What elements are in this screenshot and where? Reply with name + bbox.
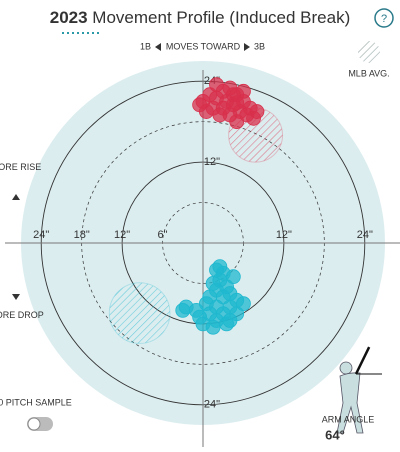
help-button[interactable] <box>374 8 394 28</box>
x-tick-label: 24" <box>357 229 373 241</box>
arrow-right <box>244 43 250 51</box>
direction-label: MOVES TOWARD <box>166 41 241 51</box>
arm-angle-line <box>354 346 371 375</box>
pitch-point <box>219 316 234 332</box>
rise-arrow <box>12 194 20 200</box>
y-tick-label: 24" <box>204 399 220 411</box>
mlb-average <box>108 282 171 344</box>
pitch-point <box>225 269 241 285</box>
x-tick-label: 6" <box>158 229 168 241</box>
x-tick-label: 12" <box>276 229 292 241</box>
x-tick-label: 24" <box>33 229 49 241</box>
year: 2023 <box>50 8 88 27</box>
legend-label: MLB AVG. <box>348 68 389 78</box>
pitch-point <box>229 95 245 111</box>
pitcher-figure <box>336 361 364 434</box>
pitch-point <box>192 97 208 113</box>
x-tick-label: 12" <box>114 229 130 241</box>
arrow-left <box>155 43 161 51</box>
title: Movement Profile (Induced Break) <box>92 8 350 27</box>
drop-arrow <box>12 294 20 300</box>
help-icon[interactable]: ? <box>381 13 387 25</box>
pitch-point <box>205 319 221 335</box>
arm-angle-label: ARM ANGLE <box>322 414 375 424</box>
pitch-point <box>175 303 191 318</box>
drop-label: MORE DROP <box>0 310 44 320</box>
toggle-label: 100 PITCH SAMPLE <box>0 397 72 407</box>
pitch-point <box>212 259 228 274</box>
legend-swatch <box>358 41 380 63</box>
rise-label: MORE RISE <box>0 162 41 172</box>
chart-title: 2023 Movement Profile (Induced Break) <box>50 8 351 27</box>
pitch-point <box>209 77 224 92</box>
rise-text: MORE RISE <box>0 162 41 172</box>
y-tick-label: 12" <box>204 156 220 168</box>
toggle-knob[interactable] <box>27 417 41 431</box>
direction-right: 3B <box>254 41 265 51</box>
x-tick-label: 18" <box>74 229 90 241</box>
pitch-point <box>229 114 245 130</box>
pitch-point <box>249 104 265 119</box>
direction-left: 1B <box>140 41 151 51</box>
arm-angle-value: 64° <box>325 427 345 442</box>
drop-text: MORE DROP <box>0 310 44 320</box>
